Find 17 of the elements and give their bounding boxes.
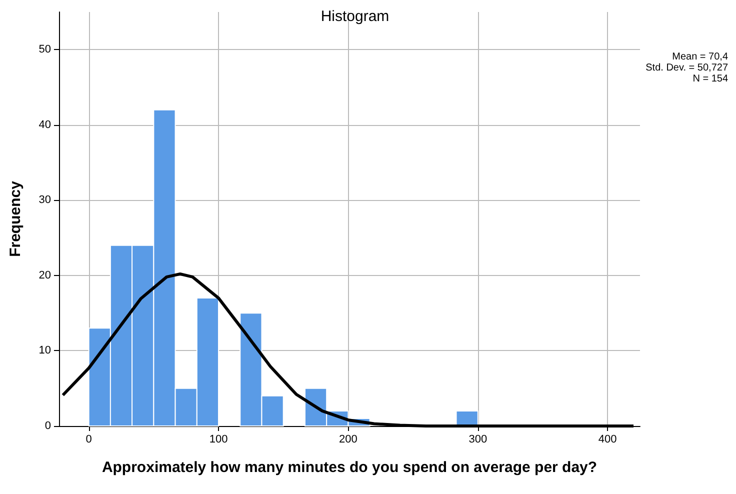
y-tick-label: 20 [38,269,51,282]
x-tick-label: 100 [209,434,228,446]
x-tick-label: 400 [598,434,617,446]
x-tick-label: 200 [339,434,358,446]
chart-title: Histogram [320,8,390,25]
x-tick-label: 0 [86,434,92,446]
text: Std. Dev. = 50,727 [646,62,728,74]
y-tick-label: 0 [44,420,51,432]
text: Mean = 70,4 [672,52,728,62]
x-tick-label: 300 [468,434,488,446]
x-axis-title: Approximately how many minutes do you spend on average per day? [102,459,598,476]
y-tick-label: 10 [38,344,51,357]
text: N = 154 [692,74,728,84]
y-axis-title: Frequency [7,180,24,257]
y-tick-label: 30 [38,194,51,206]
y-tick-label: 50 [38,44,51,56]
y-tick-label: 40 [38,118,51,131]
